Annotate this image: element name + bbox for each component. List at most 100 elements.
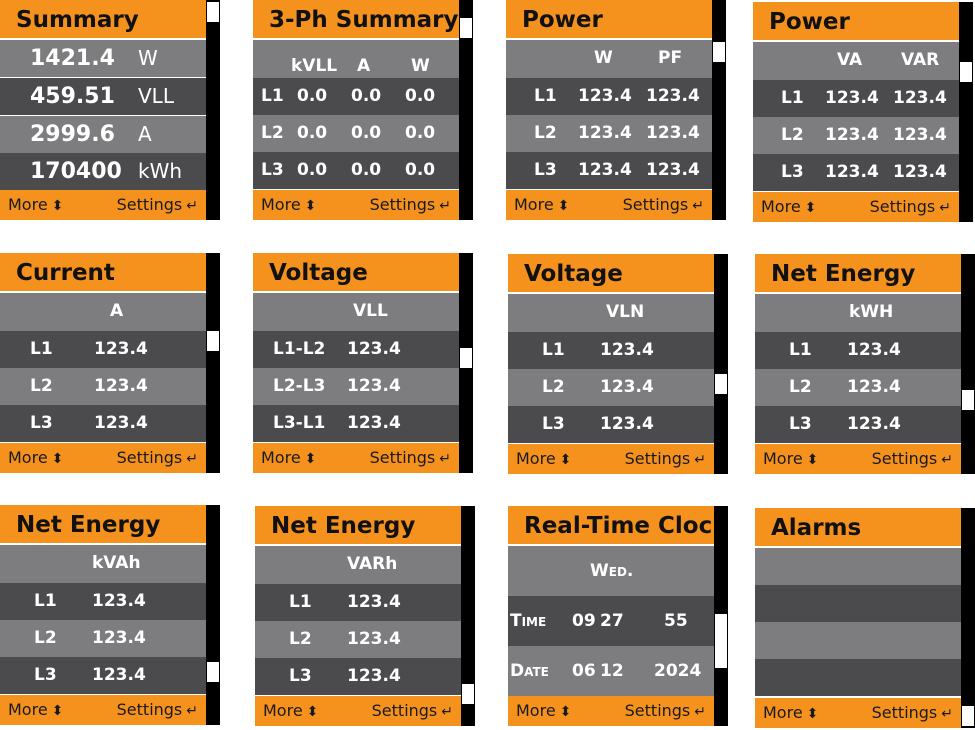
value: 123.4 [347,666,401,686]
panel-title: Voltage [253,253,459,291]
value: 123.4 [94,413,148,433]
settings-button[interactable]: Settings ↵ [871,449,953,468]
more-button[interactable]: More ⬍ [516,701,572,720]
table-row: L1 123.4 [755,332,961,369]
minute-value[interactable]: 27 [600,611,624,631]
day-value[interactable]: 12 [600,661,624,681]
value: 0.0 [351,86,382,106]
scrollbar[interactable] [961,254,975,474]
enter-icon: ↵ [939,200,951,216]
more-button[interactable]: More ⬍ [763,703,819,722]
settings-button[interactable]: Settings ↵ [371,701,453,720]
enter-icon: ↵ [941,452,953,468]
date-label: Date [510,661,549,681]
table-row: L1 123.4 123.4 [753,80,959,117]
settings-button[interactable]: Settings ↵ [624,449,706,468]
month-value[interactable]: 06 [572,661,596,681]
settings-button[interactable]: Settings ↵ [622,195,704,214]
scrollbar[interactable] [459,0,473,220]
scroll-thumb[interactable] [715,614,727,668]
scroll-thumb[interactable] [462,684,474,704]
value: 123.4 [893,162,947,182]
scroll-thumb[interactable] [713,42,725,62]
enter-icon: ↵ [441,704,453,720]
panel-screen: Summary 1421.4 W 459.51 VLL 2999.6 A 170… [0,0,206,220]
header-row: VARh [255,546,461,584]
scroll-thumb[interactable] [460,18,472,38]
scrollbar[interactable] [714,254,728,474]
panel-title: Summary [0,0,206,38]
scrollbar[interactable] [206,0,220,220]
scroll-thumb[interactable] [960,62,972,82]
table-row: L3 123.4 [755,406,961,443]
scroll-thumb[interactable] [207,2,219,22]
value: 123.4 [94,339,148,359]
settings-button[interactable]: Settings ↵ [869,197,951,216]
scrollbar[interactable] [959,2,973,222]
phase-label: L3 [534,160,557,180]
scrollbar[interactable] [206,505,220,725]
more-button[interactable]: More ⬍ [514,195,570,214]
settings-button[interactable]: Settings ↵ [116,700,198,719]
table-row: 1421.4 W [0,40,206,77]
settings-button[interactable]: Settings ↵ [369,195,451,214]
scrollbar[interactable] [206,253,220,473]
more-button[interactable]: More ⬍ [8,700,64,719]
scroll-thumb[interactable] [962,390,974,410]
scroll-thumb[interactable] [715,374,727,394]
scroll-thumb[interactable] [207,331,219,351]
header-label: W [411,56,430,76]
settings-button[interactable]: Settings ↵ [871,703,953,722]
table-row: L2-L3 123.4 [253,368,459,405]
updown-icon: ⬍ [559,452,572,468]
scroll-thumb[interactable] [207,662,219,682]
second-value[interactable]: 55 [664,611,688,631]
more-button[interactable]: More ⬍ [763,449,819,468]
scroll-thumb[interactable] [962,706,974,726]
enter-icon: ↵ [186,198,198,214]
hour-value[interactable]: 09 [572,611,596,631]
scrollbar[interactable] [961,508,975,728]
value: 123.4 [825,88,879,108]
value: 0.0 [405,160,436,180]
value: 123.4 [347,376,401,396]
more-button[interactable]: More ⬍ [261,448,317,467]
scrollbar[interactable] [461,506,475,726]
voltage-ln-panel: Voltage VLN L1 123.4 L2 123.4 L3 123.4 M… [508,254,728,474]
unit: A [138,122,152,146]
more-button[interactable]: More ⬍ [261,195,317,214]
header-row: kVLL A W [253,40,459,78]
value: 123.4 [92,665,146,685]
settings-button[interactable]: Settings ↵ [116,195,198,214]
value: 123.4 [847,377,901,397]
table-row: L3 123.4 [0,405,206,442]
header-row: A [0,293,206,331]
panel-footer: More ⬍ Settings ↵ [508,444,714,474]
phase-label: L1 [261,86,284,106]
header-row: VLL [253,293,459,331]
header-row: kWH [755,294,961,332]
table-row: L2 123.4 123.4 [506,115,712,152]
more-button[interactable]: More ⬍ [8,448,64,467]
scroll-thumb[interactable] [460,348,472,368]
settings-button[interactable]: Settings ↵ [624,701,706,720]
settings-button[interactable]: Settings ↵ [369,448,451,467]
more-button[interactable]: More ⬍ [263,701,319,720]
header-row: kVAh [0,545,206,583]
current-panel: Current A L1 123.4 L2 123.4 L3 123.4 Mor… [0,253,220,473]
value: 0.0 [297,86,328,106]
phase-label: L2 [542,377,565,397]
panel-title: Real-Time Clock [508,506,728,544]
table-row: L2 123.4 [0,620,206,657]
table-row: L2 123.4 [508,369,714,406]
panel-title: Net Energy [755,254,961,292]
scrollbar[interactable] [712,0,726,220]
more-button[interactable]: More ⬍ [516,449,572,468]
summary-panel: Summary 1421.4 W 459.51 VLL 2999.6 A 170… [0,0,220,220]
net-energy-kvah-panel: Net Energy kVAh L1 123.4 L2 123.4 L3 123… [0,505,220,725]
year-value[interactable]: 2024 [654,661,702,681]
settings-button[interactable]: Settings ↵ [116,448,198,467]
more-button[interactable]: More ⬍ [761,197,817,216]
more-button[interactable]: More ⬍ [8,195,64,214]
panel-footer: More ⬍ Settings ↵ [508,696,714,726]
